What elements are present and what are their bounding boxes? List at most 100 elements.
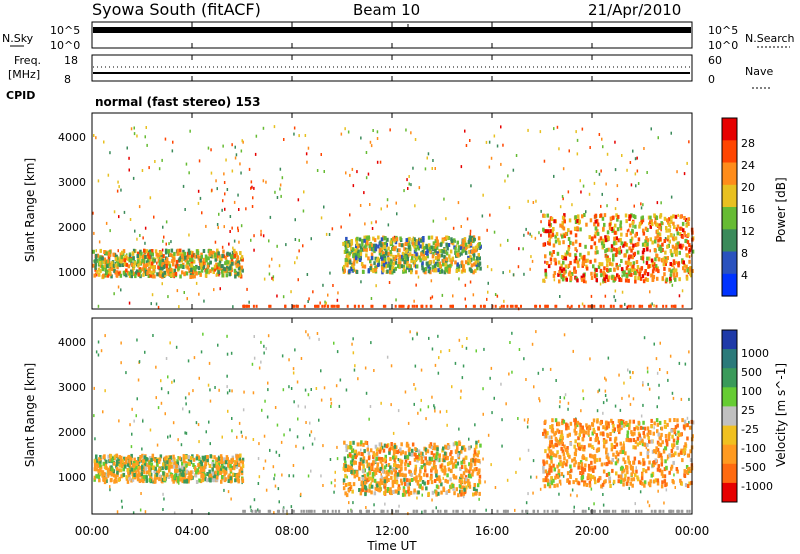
power-cell-2053	[606, 267, 609, 272]
power-cell-2602	[500, 304, 503, 308]
velocity-cell-732	[131, 463, 135, 468]
power-cell-1119	[128, 271, 131, 276]
power-cell-1685	[477, 263, 480, 268]
power-cell-1485	[394, 240, 398, 245]
power-cell-399	[485, 140, 488, 144]
power-cell-2406	[675, 272, 679, 277]
power-cell-2200	[672, 221, 675, 226]
power-cell-1789	[380, 237, 384, 242]
velocity-cell-1826	[436, 447, 439, 452]
station-title: Syowa South (fitACF)	[92, 0, 261, 19]
power-cell-217	[408, 175, 410, 178]
velocity-cell-2066	[626, 434, 629, 438]
velocity-cell-1174	[236, 477, 240, 481]
power-cell-2085	[557, 237, 560, 242]
power-cell-1963	[552, 250, 555, 254]
velocity-cell-409	[414, 387, 417, 391]
velocity-cell-2010	[586, 425, 589, 430]
power-cell-999	[118, 263, 122, 268]
power-cell-1232	[437, 242, 440, 247]
power-cell-1195	[114, 263, 118, 268]
power-cell-478	[429, 296, 432, 300]
velocity-cell-1428	[448, 461, 451, 466]
power-cell-2306	[599, 213, 603, 218]
power-cell-2246	[630, 236, 634, 241]
power-cell-1895	[660, 221, 663, 226]
power-cell-666	[215, 262, 218, 267]
velocity-cell-2220	[631, 432, 635, 437]
power-cell-1545	[368, 244, 371, 249]
velocity-cell-1966	[549, 451, 553, 456]
power-cell-953	[96, 253, 100, 258]
velocity-cell-1751	[456, 452, 460, 457]
velocity-cell-1816	[439, 464, 442, 469]
velocity-cell-1735	[370, 484, 374, 489]
power-colorbar-frame	[721, 117, 738, 297]
power-cell-2257	[690, 273, 693, 278]
power-cell-1020	[146, 258, 150, 263]
velocity-cell-2022	[646, 454, 650, 459]
power-cbar-tick-12: 12	[741, 225, 755, 238]
power-cell-1917	[575, 259, 578, 264]
velocity-cell-2088	[655, 446, 658, 451]
velocity-cell-1611	[347, 464, 350, 469]
noise-right-tick-bottom: 10^0	[708, 39, 738, 52]
power-cell-2510	[440, 304, 443, 308]
velocity-cell-415	[526, 420, 529, 424]
power-cell-2228	[634, 215, 637, 220]
velocity-cell-193	[129, 423, 131, 427]
power-cell-636	[241, 268, 244, 273]
velocity-cell-1023	[226, 457, 229, 462]
power-cell-1879	[590, 271, 593, 276]
velocity-cell-823	[166, 465, 169, 470]
power-cell-2102	[646, 256, 649, 261]
velocity-cell-1334	[441, 458, 445, 463]
velocity-cell-1749	[396, 472, 400, 477]
power-cell-900	[138, 258, 141, 262]
power-cell-168	[347, 130, 350, 134]
power-cell-2466	[558, 240, 561, 245]
power-cell-2573	[248, 304, 250, 308]
velocity-cell-386	[518, 348, 521, 351]
velocity-cell-1167	[236, 473, 239, 478]
power-cell-1150	[102, 273, 105, 278]
power-cell-2023	[649, 224, 652, 229]
velocity-cell-136	[413, 402, 415, 406]
velocity-cell-1683	[404, 466, 407, 471]
power-cell-837	[181, 270, 184, 275]
power-cell-314	[646, 171, 648, 174]
velocity-cell-1805	[392, 455, 395, 460]
velocity-cell-2133	[542, 461, 546, 466]
power-cell-1101	[226, 260, 230, 265]
power-cell-2321	[618, 250, 621, 255]
power-cell-46	[489, 213, 491, 217]
velocity-cell-1129	[234, 461, 238, 466]
power-cell-2460	[668, 222, 671, 227]
velocity-cell-2159	[633, 427, 636, 432]
velocity-cell-485	[646, 370, 649, 374]
velocity-cell-1592	[464, 467, 468, 472]
velocity-cell-2100	[610, 418, 613, 423]
velocity-cell-400	[97, 340, 100, 344]
power-cell-178	[406, 178, 408, 182]
power-cell-1478	[382, 236, 385, 241]
velocity-cell-956	[219, 470, 222, 475]
power-cell-1529	[449, 258, 452, 263]
velocity-cell-148	[354, 364, 356, 368]
power-cell-10	[232, 305, 234, 309]
velocity-cell-291	[330, 481, 333, 485]
power-cell-275	[395, 298, 397, 302]
power-cell-1120	[105, 251, 108, 256]
power-cell-2052	[603, 222, 606, 227]
power-cell-2270	[673, 225, 676, 229]
velocity-cell-404	[629, 402, 632, 406]
power-cell-49	[527, 199, 529, 203]
velocity-cell-1597	[360, 440, 363, 445]
velocity-cell-1509	[475, 440, 478, 445]
velocity-cell-1135	[168, 459, 171, 464]
velocity-cell-328	[310, 430, 313, 434]
power-cell-1111	[123, 258, 127, 263]
power-cell-1008	[138, 261, 141, 265]
power-cell-1354	[468, 249, 471, 254]
power-cell-1837	[384, 236, 387, 241]
